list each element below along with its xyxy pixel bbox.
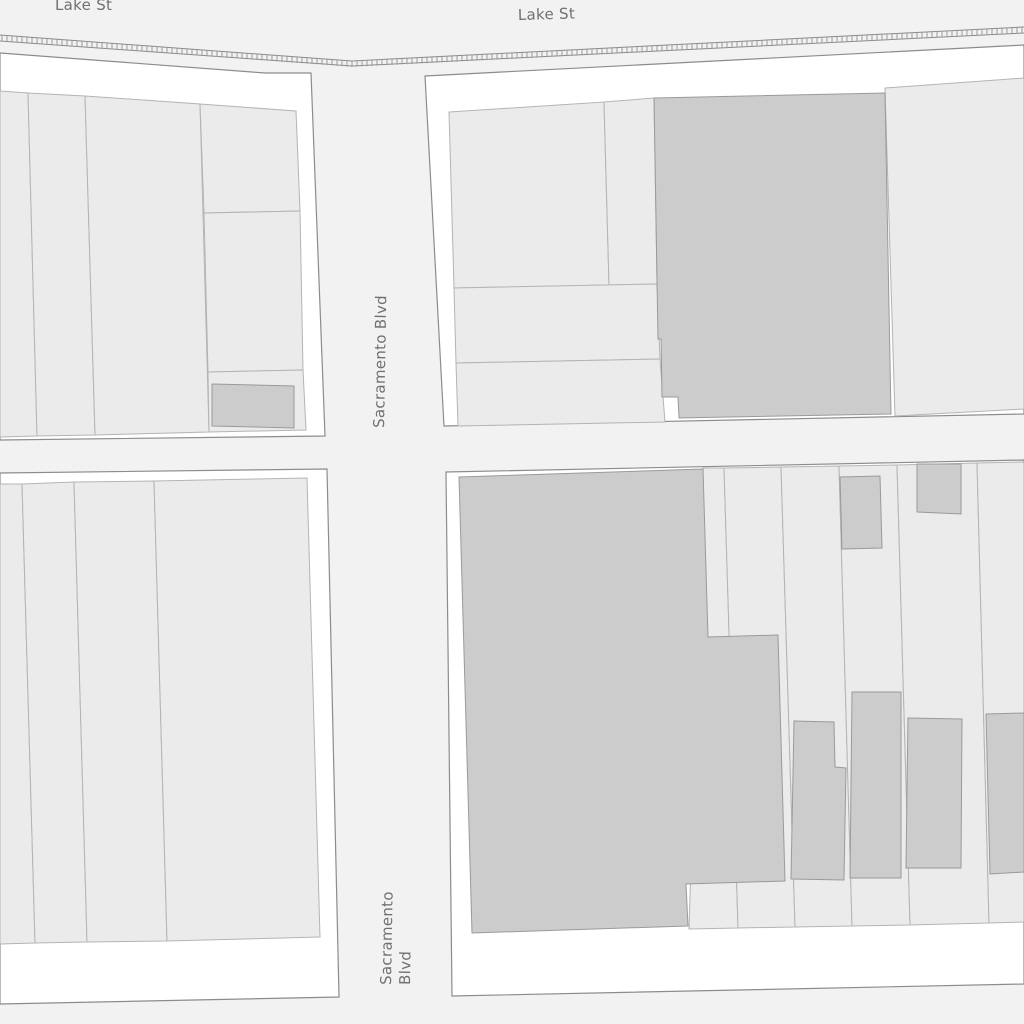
parcels-southeast: [458, 461, 1024, 934]
street-label-lake-st-left: Lake St: [55, 0, 112, 14]
parcel: [199, 103, 301, 214]
parcel: [27, 92, 96, 437]
building: [458, 468, 786, 934]
street-label-sacramento-blvd-upper: Sacramento Blvd: [370, 295, 390, 428]
parcel: [84, 95, 210, 436]
street-label-sacramento-blvd-lower-line1: Sacramento: [377, 891, 397, 985]
building: [916, 463, 962, 515]
building: [985, 712, 1024, 875]
building: [211, 383, 295, 429]
building: [653, 92, 892, 419]
elevated-railway: [0, 26, 1024, 67]
parcel: [455, 358, 666, 427]
parcels-northwest: [0, 90, 307, 438]
parcels-southwest: [0, 477, 321, 945]
parcel: [448, 101, 610, 289]
parcel: [153, 477, 321, 942]
parcel: [884, 77, 1024, 417]
building: [790, 720, 847, 881]
street-label-lake-st-right: Lake St: [518, 5, 576, 24]
building: [839, 475, 883, 550]
parcels-northeast: [448, 77, 1024, 427]
street-label-sacramento-blvd-lower-line2: Blvd: [396, 951, 415, 985]
building: [905, 717, 963, 869]
parcel: [73, 480, 168, 943]
parcel: [453, 283, 661, 364]
parcel: [203, 210, 304, 373]
building: [849, 691, 902, 879]
parcel: [603, 97, 658, 286]
